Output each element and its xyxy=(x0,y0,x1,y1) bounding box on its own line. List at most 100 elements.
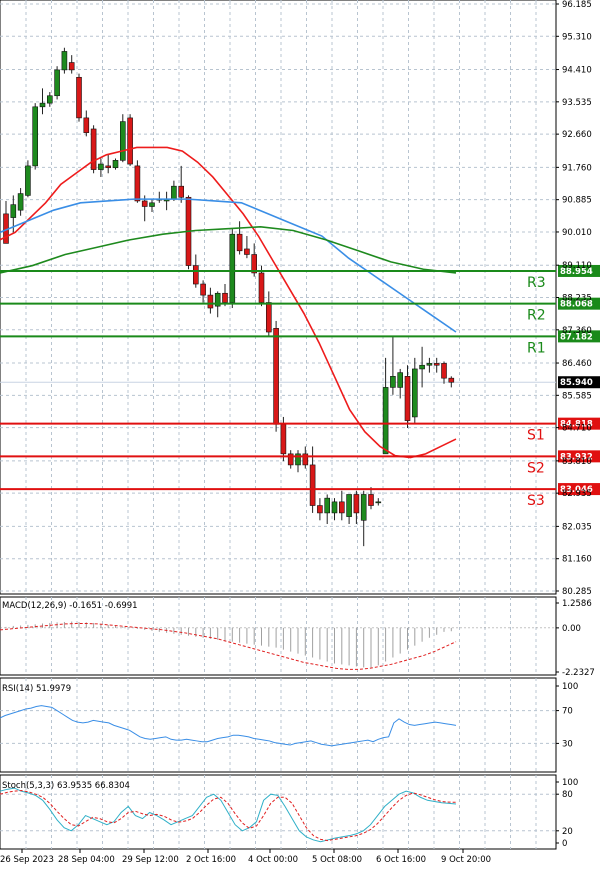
stoch-tick-label: 100 xyxy=(562,778,578,788)
candle-body xyxy=(433,363,440,366)
rsi-tick-label: 100 xyxy=(562,682,578,692)
candle-body xyxy=(244,248,250,255)
candle-body xyxy=(280,424,287,455)
candle-body xyxy=(295,453,301,466)
candle-body xyxy=(112,160,119,169)
rsi-line xyxy=(0,705,457,747)
x-tick-label: 26 Sep 2023 xyxy=(0,855,54,865)
candle-body xyxy=(258,272,265,303)
price-tag-label: 84.818 xyxy=(560,420,593,430)
candle-body xyxy=(105,165,111,169)
candle-body xyxy=(193,265,199,285)
moving-average-fast xyxy=(0,146,457,459)
price-tag xyxy=(558,297,600,310)
price-tag-current xyxy=(558,376,600,389)
stoch-tick-label: 20 xyxy=(562,827,573,837)
candle-body xyxy=(127,117,133,165)
x-tick-label: 28 Sep 04:00 xyxy=(58,855,115,865)
stochastic-panel xyxy=(0,787,556,843)
price-tag xyxy=(558,264,600,277)
candle-body xyxy=(134,165,141,202)
candle-body xyxy=(390,376,396,388)
price-tag-current-label: 85.940 xyxy=(560,378,593,388)
candle-body xyxy=(338,501,345,514)
candle-body xyxy=(25,165,31,196)
candle-body xyxy=(419,364,425,370)
macd-title: MACD(12,26,9) -0.1651 -0.6991 xyxy=(2,601,138,611)
pivot-level-name: S2 xyxy=(527,460,545,476)
candle-body xyxy=(411,368,418,418)
candle-body xyxy=(397,372,404,388)
candle-body xyxy=(39,102,46,108)
candle-body xyxy=(360,494,367,521)
candle-body xyxy=(178,185,184,198)
chart-grid xyxy=(0,0,556,849)
candle-body xyxy=(236,233,243,252)
x-tick-label: 2 Oct 16:00 xyxy=(186,855,236,865)
candle-body xyxy=(200,283,206,296)
candle-body xyxy=(346,494,352,517)
candle-body xyxy=(54,69,60,97)
candle-body xyxy=(251,254,257,274)
candle-body xyxy=(382,387,389,455)
price-tag-label: 88.068 xyxy=(560,300,593,310)
candle-body xyxy=(317,505,323,514)
price-tick-label: 90.885 xyxy=(562,196,592,206)
price-tick-label: 93.535 xyxy=(562,98,592,108)
price-tag-label: 87.182 xyxy=(560,332,593,342)
candle-body xyxy=(141,200,148,207)
candle-body xyxy=(448,377,455,383)
price-tag-label: 83.932 xyxy=(560,452,593,462)
price-tick-label: 80.285 xyxy=(562,587,592,597)
macd-tick-label: 1.2586 xyxy=(562,599,592,609)
x-tick-label: 9 Oct 20:00 xyxy=(441,855,491,865)
price-tick-label: 85.585 xyxy=(562,391,592,401)
candle-body xyxy=(46,95,53,104)
candle-body xyxy=(68,62,75,71)
x-tick-label: 29 Sep 12:00 xyxy=(122,855,179,865)
candle-body xyxy=(149,202,155,207)
pivot-level-name: S3 xyxy=(527,493,545,509)
candle-body xyxy=(353,494,360,514)
candle-body xyxy=(265,302,272,333)
x-tick-label: 5 Oct 08:00 xyxy=(312,855,362,865)
rsi-tick-label: 70 xyxy=(562,707,573,717)
candle-body xyxy=(375,501,382,504)
candle-body xyxy=(32,106,39,167)
price-tick-label: 88.235 xyxy=(562,294,592,304)
price-tag xyxy=(558,483,600,496)
candle-body xyxy=(120,121,126,161)
candle-body xyxy=(302,453,309,466)
moving-average-long xyxy=(0,225,457,274)
candle-body xyxy=(17,193,24,211)
price-tick-label: 89.110 xyxy=(562,261,592,271)
price-tick-label: 87.360 xyxy=(562,326,592,336)
candle-body xyxy=(309,464,316,506)
candle-body xyxy=(324,497,331,514)
price-tick-label: 92.660 xyxy=(562,130,592,140)
candle-body xyxy=(287,453,294,466)
macd-tick-label: 0.00 xyxy=(562,624,581,634)
candle-body xyxy=(404,376,411,421)
candle-body xyxy=(331,501,338,514)
stoch-tick-label: 80 xyxy=(562,790,573,800)
price-tick-label: 86.460 xyxy=(562,359,592,369)
price-tick-label: 83.810 xyxy=(562,457,592,467)
price-tick-label: 96.185 xyxy=(562,0,592,10)
candle-body xyxy=(214,292,221,307)
candle-body xyxy=(171,185,177,200)
price-tag-label: 83.046 xyxy=(560,485,593,495)
price-panel: R3 88.954 R2 88.068 R1 87.182 S1 84.818 S2 83.932… xyxy=(0,47,600,547)
candle-body xyxy=(207,294,214,309)
stoch-tick-label: 0 xyxy=(562,839,567,849)
price-tick-label: 95.310 xyxy=(562,32,592,42)
price-tick-label: 91.760 xyxy=(562,163,592,173)
candle-body xyxy=(368,494,374,506)
price-tag-label: 88.954 xyxy=(560,267,593,277)
rsi-panel xyxy=(0,705,556,747)
x-tick-label: 4 Oct 00:00 xyxy=(248,855,298,865)
candle-body xyxy=(229,233,236,303)
